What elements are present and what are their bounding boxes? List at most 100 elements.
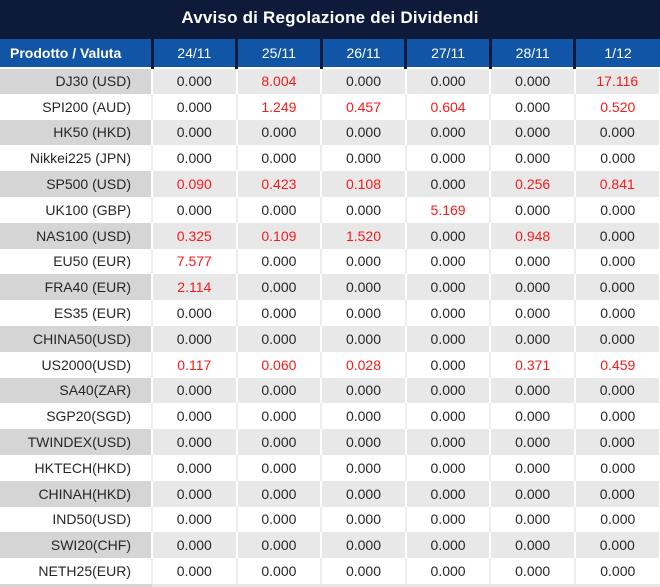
dividend-value-cell: 0.000 (151, 196, 237, 223)
table-row: EU50 (EUR) 7.577 0.000 0.000 0.000 0.000 0.000 (0, 248, 660, 275)
table-row: SWI20(CHF) 0.000 0.000 0.000 0.000 0.000 0.000 (0, 532, 660, 559)
dividend-value-cell: 0.000 (151, 119, 237, 146)
dividend-value-cell: 0.000 (235, 532, 322, 559)
dividend-value-cell: 0.000 (320, 403, 406, 430)
dividend-value-cell: 0.000 (235, 429, 322, 455)
product-cell: SGP20(SGD) (0, 403, 152, 430)
dividend-value-cell: 0.000 (404, 506, 491, 533)
table-row: ES35 (EUR) 0.000 0.000 0.000 0.000 0.000 0.000 (0, 300, 660, 326)
table-row: SGP20(SGD) 0.000 0.000 0.000 0.000 0.000 0.000 (0, 403, 660, 430)
dividend-value-cell: 0.000 (151, 300, 237, 326)
dividend-value-cell: 0.000 (489, 506, 575, 533)
next-row-sliver (0, 583, 660, 587)
dividend-value-cell: 0.000 (151, 377, 237, 404)
dividend-value-cell: 0.000 (489, 196, 575, 223)
product-cell: NETH25(EUR) (0, 558, 152, 584)
dividend-value-cell: 0.423 (235, 171, 322, 197)
dividend-value-cell: 0.000 (489, 480, 575, 507)
dividend-value-cell: 0.000 (404, 222, 491, 249)
dividend-value-cell: 0.000 (573, 506, 660, 533)
dividend-value-cell: 0.000 (151, 506, 237, 533)
dividend-value-cell: 0.028 (320, 351, 406, 378)
table-row: Nikkei225 (JPN) 0.000 0.000 0.000 0.000 0.000… (0, 145, 660, 172)
table-row: CHINA50(USD) 0.000 0.000 0.000 0.000 0.000 0.0… (0, 325, 660, 352)
dividend-table-body: DJ30 (USD) 0.000 8.004 0.000 0.000 0.000 17.11… (0, 68, 660, 584)
table-row: DJ30 (USD) 0.000 8.004 0.000 0.000 0.000 17.11… (0, 68, 660, 94)
dividend-value-cell: 0.000 (320, 145, 406, 172)
table-row: CHINAH(HKD) 0.000 0.000 0.000 0.000 0.000 0.00… (0, 480, 660, 507)
dividend-value-cell: 0.948 (489, 222, 575, 249)
product-cell: IND50(USD) (0, 506, 152, 533)
dividend-value-cell: 0.000 (235, 274, 322, 301)
table-row: SA40(ZAR) 0.000 0.000 0.000 0.000 0.000 0.000 (0, 377, 660, 404)
dividend-value-cell: 0.000 (404, 68, 491, 94)
dividend-value-cell: 0.604 (404, 93, 491, 120)
dividend-value-cell: 0.000 (235, 196, 322, 223)
table-row: NAS100 (USD) 0.325 0.109 1.520 0.000 0.948 0.0… (0, 222, 660, 249)
dividend-value-cell: 5.169 (404, 196, 491, 223)
dividend-value-cell: 0.000 (404, 377, 491, 404)
product-cell: SPI200 (AUD) (0, 93, 152, 120)
product-cell: CHINA50(USD) (0, 325, 152, 352)
dividend-value-cell: 0.000 (489, 429, 575, 455)
dividend-value-cell: 17.116 (573, 68, 660, 94)
product-cell: ES35 (EUR) (0, 300, 152, 326)
column-header-product: Prodotto / Valuta (0, 39, 152, 69)
dividend-value-cell: 0.000 (320, 454, 406, 481)
dividend-value-cell: 0.000 (151, 532, 237, 559)
table-row: HKTECH(HKD) 0.000 0.000 0.000 0.000 0.000 0.00… (0, 454, 660, 481)
dividend-value-cell: 0.000 (151, 145, 237, 172)
dividend-value-cell: 0.000 (573, 429, 660, 455)
dividend-value-cell: 0.000 (573, 300, 660, 326)
dividend-value-cell: 0.000 (151, 558, 237, 584)
dividend-value-cell: 2.114 (151, 274, 237, 301)
dividend-value-cell: 0.000 (489, 454, 575, 481)
dividend-value-cell: 0.000 (235, 325, 322, 352)
column-header-date: 28/11 (488, 39, 575, 69)
product-cell: TWINDEX(USD) (0, 429, 152, 455)
dividend-value-cell: 0.000 (404, 274, 491, 301)
header-row: Prodotto / Valuta 24/11 25/11 26/11 27/1… (0, 39, 660, 69)
dividend-value-cell: 0.000 (320, 506, 406, 533)
dividend-value-cell: 0.000 (235, 248, 322, 275)
table-row: SPI200 (AUD) 0.000 1.249 0.457 0.604 0.000 0.5… (0, 93, 660, 120)
column-header-date: 1/12 (573, 39, 660, 69)
table-row: UK100 (GBP) 0.000 0.000 0.000 5.169 0.000 0.00… (0, 196, 660, 223)
dividend-value-cell: 0.000 (235, 558, 322, 584)
dividend-value-cell: 0.000 (235, 119, 322, 146)
dividend-value-cell: 0.000 (573, 119, 660, 146)
dividend-value-cell: 0.000 (404, 558, 491, 584)
next-row-sliver-values (152, 583, 660, 587)
dividend-value-cell: 0.000 (320, 325, 406, 352)
dividend-value-cell: 0.000 (404, 145, 491, 172)
dividend-value-cell: 0.000 (320, 429, 406, 455)
dividend-value-cell: 0.000 (404, 403, 491, 430)
dividend-value-cell: 0.000 (320, 480, 406, 507)
dividend-value-cell: 0.000 (573, 248, 660, 275)
dividend-value-cell: 0.000 (573, 454, 660, 481)
dividend-table: Prodotto / Valuta 24/11 25/11 26/11 27/1… (0, 39, 660, 584)
dividend-value-cell: 0.000 (489, 532, 575, 559)
dividend-value-cell: 0.000 (404, 325, 491, 352)
dividend-value-cell: 0.000 (320, 300, 406, 326)
dividend-value-cell: 0.000 (404, 532, 491, 559)
dividend-value-cell: 0.000 (404, 300, 491, 326)
column-header-date: 26/11 (319, 39, 406, 69)
page-title: Avviso di Regolazione dei Dividendi (0, 0, 660, 39)
table-header: Prodotto / Valuta 24/11 25/11 26/11 27/1… (0, 39, 660, 69)
dividend-value-cell: 0.841 (573, 171, 660, 197)
dividend-value-cell: 0.459 (573, 351, 660, 378)
dividend-value-cell: 0.000 (151, 325, 237, 352)
dividend-value-cell: 0.000 (320, 377, 406, 404)
dividend-value-cell: 0.000 (404, 480, 491, 507)
dividend-value-cell: 0.000 (489, 403, 575, 430)
product-cell: SP500 (USD) (0, 171, 152, 197)
dividend-value-cell: 0.000 (573, 274, 660, 301)
table-row: SP500 (USD) 0.090 0.423 0.108 0.000 0.256 0.84… (0, 171, 660, 197)
product-cell: Nikkei225 (JPN) (0, 145, 152, 172)
dividend-value-cell: 0.000 (489, 145, 575, 172)
dividend-value-cell: 0.000 (404, 171, 491, 197)
dividend-value-cell: 0.000 (235, 480, 322, 507)
dividend-value-cell: 0.117 (151, 351, 237, 378)
